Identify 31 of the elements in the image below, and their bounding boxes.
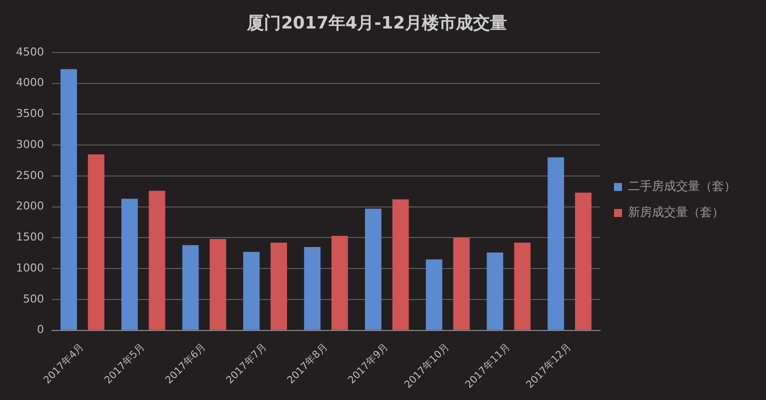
bar	[148, 190, 166, 330]
bar	[364, 208, 382, 330]
bar	[453, 238, 470, 330]
bar	[575, 192, 592, 330]
y-tick-label: 1000	[16, 261, 44, 274]
y-tick-label: 2500	[16, 168, 44, 182]
y-tick-label: 3500	[16, 107, 44, 120]
y-tick-label: 4500	[16, 45, 44, 58]
legend-label: 新房成交量（套）	[628, 205, 724, 220]
bar	[486, 252, 504, 330]
y-tick-label: 4000	[16, 76, 44, 90]
legend-label: 二手房成交量（套）	[628, 179, 736, 194]
bar	[392, 199, 409, 330]
bar	[514, 242, 531, 330]
bar	[426, 259, 442, 330]
bar	[304, 246, 321, 330]
bar	[548, 157, 564, 330]
bar	[88, 154, 104, 330]
bar	[243, 252, 260, 330]
bar	[60, 69, 77, 330]
bar	[182, 245, 199, 330]
bar	[331, 236, 348, 330]
y-tick-label: 0	[36, 323, 44, 336]
y-tick-label: 2000	[16, 200, 44, 213]
chart-title: 厦门2017年4月-12月楼市成交量	[246, 14, 507, 34]
y-tick-label: 1500	[16, 230, 44, 244]
bar	[270, 242, 288, 330]
y-tick-label: 3000	[16, 138, 44, 151]
y-tick-label: 500	[22, 292, 44, 306]
bar	[121, 198, 138, 330]
bar	[210, 238, 226, 330]
